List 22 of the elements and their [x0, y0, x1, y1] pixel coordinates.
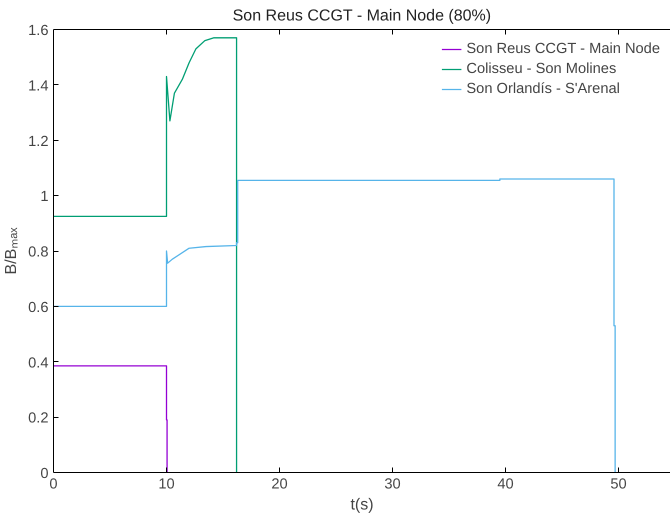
- line-series: [54, 178, 616, 472]
- x-tick-label: 30: [384, 476, 401, 492]
- y-tick-label: 1: [40, 189, 49, 206]
- y-axis-title: B/Bₘₐₓ: [3, 226, 20, 274]
- y-tick-label: 0.4: [28, 355, 48, 372]
- y-tick-label: 0: [40, 466, 49, 482]
- y-tick-label: 0.8: [28, 244, 48, 260]
- line-series: [54, 37, 238, 472]
- y-tick-label: 1.6: [28, 23, 48, 39]
- legend-label: Son Reus CCGT - Main Node: [466, 41, 660, 57]
- y-tick-label: 1.2: [28, 134, 48, 150]
- x-tick-label: 20: [271, 476, 288, 492]
- y-tick-label: 0.2: [28, 410, 48, 427]
- x-tick-label: 50: [610, 476, 627, 492]
- chart-title: Son Reus CCGT - Main Node (80%): [232, 8, 492, 24]
- x-axis-title: t(s): [350, 496, 374, 514]
- legend-label: Colisseu - Son Molines: [466, 61, 616, 77]
- x-tick-label: 40: [497, 476, 514, 492]
- y-tick-label: 0.6: [28, 300, 48, 316]
- y-tick-label: 1.4: [28, 78, 48, 94]
- x-tick-label: 10: [158, 476, 175, 492]
- legend-label: Son Orlandís - S'Arenal: [466, 81, 620, 97]
